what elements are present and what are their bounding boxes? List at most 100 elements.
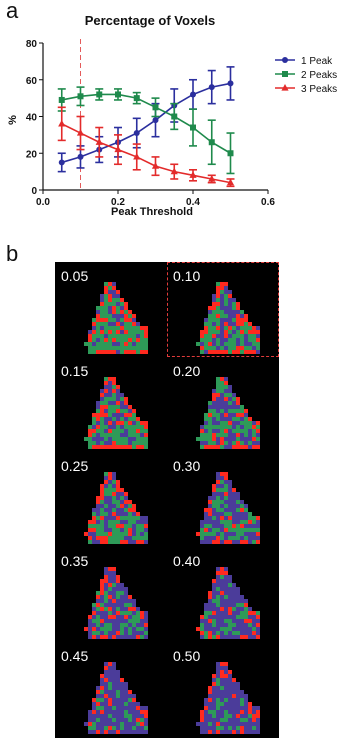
voxel [232,314,236,318]
voxel [116,350,120,354]
data-point [133,152,141,160]
voxel [96,445,100,449]
voxel [204,635,208,639]
voxel [128,615,132,619]
voxel [224,334,228,338]
voxel [208,338,212,342]
voxel [92,338,96,342]
voxel [96,714,100,718]
voxel [212,437,216,441]
voxel [248,338,252,342]
voxel [208,350,212,354]
voxel [108,702,112,706]
voxel [212,413,216,417]
voxel [116,583,120,587]
voxel [216,567,220,571]
voxel [224,330,228,334]
voxel [228,425,232,429]
voxel [104,290,108,294]
voxel [108,694,112,698]
voxel [252,536,256,540]
voxel [232,619,236,623]
voxel [104,516,108,520]
voxel [120,587,124,591]
voxel [232,342,236,346]
voxel [216,662,220,666]
voxel [244,524,248,528]
voxel [104,670,108,674]
voxel [96,441,100,445]
voxel [200,334,204,338]
voxel [200,615,204,619]
data-point [190,91,196,98]
voxel [212,314,216,318]
voxel [216,575,220,579]
voxel [92,536,96,540]
voxel [92,730,96,734]
voxel [240,623,244,627]
voxel [216,385,220,389]
voxel [232,516,236,520]
voxel [124,318,128,322]
voxel [136,445,140,449]
voxel [108,409,112,413]
voxel [240,690,244,694]
voxel [92,619,96,623]
voxel [252,437,256,441]
voxel [236,306,240,310]
voxel [220,635,224,639]
voxel [232,682,236,686]
voxel [216,282,220,286]
voxel [240,595,244,599]
voxel [240,500,244,504]
voxel [204,326,208,330]
voxel [116,690,120,694]
voxel [244,437,248,441]
voxel [104,706,108,710]
voxel [224,607,228,611]
voxel [220,342,224,346]
voxel [120,532,124,536]
voxel [124,595,128,599]
voxel [216,730,220,734]
voxel [100,314,104,318]
voxel [124,607,128,611]
voxel [248,710,252,714]
voxel [140,330,144,334]
voxel [208,524,212,528]
threshold-map-cell: 0.45 [55,642,167,737]
voxel [204,441,208,445]
voxel [128,718,132,722]
voxel [228,429,232,433]
voxel [132,532,136,536]
voxel [232,334,236,338]
voxel [208,429,212,433]
voxel [252,441,256,445]
voxel [244,441,248,445]
voxel [128,710,132,714]
voxel [96,346,100,350]
voxel [240,425,244,429]
voxel [128,726,132,730]
voxel [136,528,140,532]
voxel [96,433,100,437]
voxel [128,421,132,425]
voxel [244,627,248,631]
voxel [208,512,212,516]
voxel [116,389,120,393]
voxel [256,342,260,346]
voxel [92,322,96,326]
voxel [116,591,120,595]
voxel [116,726,120,730]
voxel [140,437,144,441]
voxel [236,702,240,706]
voxel [204,445,208,449]
voxel [120,631,124,635]
voxel [228,342,232,346]
voxel [112,730,116,734]
voxel [92,417,96,421]
voxel [224,441,228,445]
voxel [224,350,228,354]
voxel [232,310,236,314]
voxel [96,405,100,409]
